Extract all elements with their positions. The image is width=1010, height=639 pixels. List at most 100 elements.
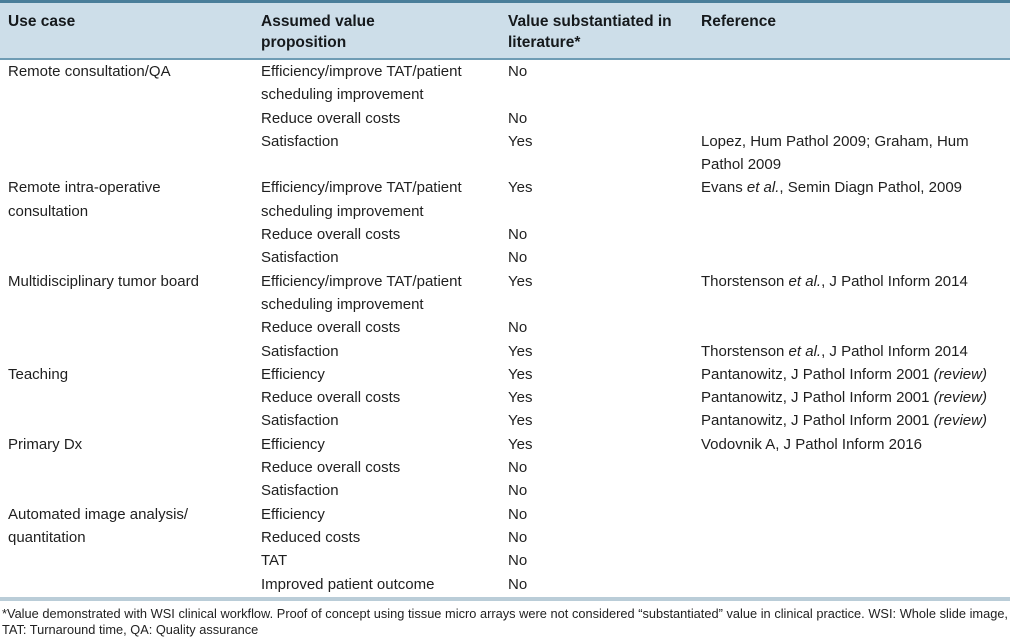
reference-cell: Pantanowitz, J Pathol Inform 2001 (revie… xyxy=(693,409,1010,432)
table-row: Reduce overall costs No xyxy=(0,456,1010,479)
substantiated-cell: No xyxy=(508,226,528,244)
reference-cell: Pantanowitz, J Pathol Inform 2001 (revie… xyxy=(693,386,1010,409)
reference-cell xyxy=(693,456,1010,479)
table-row: Satisfaction Yes Lopez, Hum Pathol 2009; G… xyxy=(0,130,1010,177)
reference-segment: Lopez, Hum Pathol 2009; Graham, Hum Path… xyxy=(701,132,969,174)
proposition-cell: Satisfaction xyxy=(261,412,339,430)
reference-cell: Lopez, Hum Pathol 2009; Graham, Hum Path… xyxy=(693,130,1010,177)
header-assumed-value-proposition-label: Assumed value proposition xyxy=(261,13,375,51)
substantiated-cell: Yes xyxy=(508,179,533,197)
proposition-cell: Satisfaction xyxy=(261,249,339,267)
footnote-divider xyxy=(0,596,1010,601)
reference-segment: Thorstenson xyxy=(701,272,789,290)
header-use-case-label: Use case xyxy=(8,13,76,30)
header-value-substantiated: Value substantiated in literature* xyxy=(500,1,693,60)
table-row: Satisfaction No xyxy=(0,246,1010,269)
table-row: Satisfaction Yes Thorstenson et al., J Pat… xyxy=(0,340,1010,363)
reference-italic-segment: et al. xyxy=(788,272,822,290)
reference-cell: Evans et al., Semin Diagn Pathol, 2009 xyxy=(693,176,1010,223)
table-row: Reduce overall costs Yes Pantanowitz, J Pa… xyxy=(0,386,1010,409)
substantiated-cell: No xyxy=(508,505,528,523)
proposition-cell: TAT xyxy=(261,552,288,570)
reference-segment: Vodovnik A, J Pathol Inform 2016 xyxy=(701,435,922,453)
proposition-cell: Satisfaction xyxy=(261,482,339,500)
reference-segment: , J Pathol Inform 2014 xyxy=(821,342,968,360)
proposition-cell: Improved patient outcome xyxy=(261,575,435,593)
table-row group-start: Remote consultation/QA Efficiency/improve… xyxy=(0,59,1010,107)
substantiated-cell: Yes xyxy=(508,132,533,150)
proposition-cell: Efficiency xyxy=(261,435,325,453)
reference-italic-segment: (review) xyxy=(933,412,987,430)
substantiated-cell: Yes xyxy=(508,365,533,383)
proposition-cell: Reduce overall costs xyxy=(261,109,401,127)
reference-cell: Thorstenson et al., J Pathol Inform 2014 xyxy=(693,340,1010,363)
reference-cell xyxy=(693,503,1010,526)
use-case-value-table: Use case Assumed value proposition Value… xyxy=(0,0,1010,596)
reference-cell xyxy=(693,526,1010,549)
table-row: Satisfaction Yes Pantanowitz, J Pathol Inf… xyxy=(0,409,1010,432)
table-row: Improved patient outcome No xyxy=(0,573,1010,596)
proposition-cell: Reduce overall costs xyxy=(261,459,401,477)
reference-cell xyxy=(693,316,1010,339)
use-case-cell: Multidisciplinary tumor board xyxy=(8,272,199,290)
substantiated-cell: No xyxy=(508,552,528,570)
reference-cell xyxy=(693,549,1010,572)
header-reference-label: Reference xyxy=(701,13,776,30)
substantiated-cell: No xyxy=(508,319,528,337)
proposition-cell: Reduced costs xyxy=(261,528,361,546)
table-row: Reduced costs No xyxy=(0,526,1010,549)
proposition-cell: Reduce overall costs xyxy=(261,389,401,407)
reference-segment: Thorstenson xyxy=(701,342,789,360)
substantiated-cell: Yes xyxy=(508,412,533,430)
table-row group-start: Primary Dx Efficiency Yes Vodovnik A, J Pat… xyxy=(0,433,1010,456)
reference-segment: Pantanowitz, J Pathol Inform 2001 xyxy=(701,365,934,383)
use-case-cell: Teaching xyxy=(8,365,69,383)
table-row group-start: Multidisciplinary tumor board Efficiency/… xyxy=(0,270,1010,317)
substantiated-cell: Yes xyxy=(508,435,533,453)
reference-cell: Vodovnik A, J Pathol Inform 2016 xyxy=(693,433,1010,456)
header-assumed-value-proposition: Assumed value proposition xyxy=(253,1,500,60)
proposition-cell: Efficiency/improve TAT/patient schedulin… xyxy=(261,63,462,104)
reference-segment: Pantanowitz, J Pathol Inform 2001 xyxy=(701,412,934,430)
substantiated-cell: No xyxy=(508,482,528,500)
proposition-cell: Reduce overall costs xyxy=(261,226,401,244)
header-row: Use case Assumed value proposition Value… xyxy=(0,1,1010,60)
substantiated-cell: No xyxy=(508,109,528,127)
table-row: Satisfaction No xyxy=(0,479,1010,502)
table-row group-start: Remote intra-operative consultation Effic… xyxy=(0,176,1010,223)
reference-cell xyxy=(693,223,1010,246)
substantiated-cell: No xyxy=(508,575,528,593)
substantiated-cell: No xyxy=(508,63,528,80)
reference-cell xyxy=(693,246,1010,269)
proposition-cell: Satisfaction xyxy=(261,342,339,360)
reference-segment: , Semin Diagn Pathol, 2009 xyxy=(779,179,963,197)
substantiated-cell: Yes xyxy=(508,342,533,360)
table-row: TAT No xyxy=(0,549,1010,572)
table-row: Reduce overall costs No xyxy=(0,107,1010,130)
header-value-substantiated-label: Value substantiated in literature* xyxy=(508,13,672,51)
reference-cell xyxy=(693,107,1010,130)
use-case-cell: Primary Dx xyxy=(8,435,83,453)
header-use-case: Use case xyxy=(0,1,253,60)
proposition-cell: Efficiency/improve TAT/patient schedulin… xyxy=(261,272,462,313)
table-row: Reduce overall costs No xyxy=(0,316,1010,339)
reference-segment: Pantanowitz, J Pathol Inform 2001 xyxy=(701,389,934,407)
substantiated-cell: Yes xyxy=(508,272,533,290)
table-header: Use case Assumed value proposition Value… xyxy=(0,1,1010,60)
header-reference: Reference xyxy=(693,1,1010,60)
table-row: Reduce overall costs No xyxy=(0,223,1010,246)
substantiated-cell: Yes xyxy=(508,389,533,407)
reference-cell xyxy=(693,59,1010,107)
footnote-text: *Value demonstrated with WSI clinical wo… xyxy=(2,605,1008,638)
proposition-cell: Reduce overall costs xyxy=(261,319,401,337)
use-case-cell: Remote intra-operative consultation xyxy=(8,179,161,220)
table-body: Remote consultation/QA Efficiency/improve… xyxy=(0,59,1010,596)
table-row group-start: Automated image analysis/ quantitation Ef… xyxy=(0,503,1010,546)
reference-cell xyxy=(693,479,1010,502)
reference-italic-segment: (review) xyxy=(933,365,987,383)
reference-segment: Evans xyxy=(701,179,747,197)
proposition-cell: Efficiency xyxy=(261,505,325,523)
table-row group-start: Teaching Efficiency Yes Pantanowitz, J Path… xyxy=(0,363,1010,386)
reference-cell xyxy=(693,573,1010,596)
